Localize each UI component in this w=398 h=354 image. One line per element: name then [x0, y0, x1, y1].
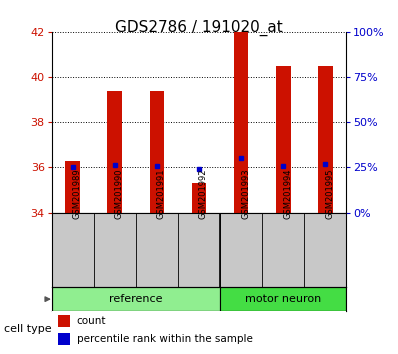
Text: GSM201989: GSM201989 [73, 168, 82, 218]
Bar [65, 161, 80, 213]
Bar [220, 287, 346, 312]
Bar [276, 66, 291, 213]
Text: motor neuron: motor neuron [245, 294, 321, 304]
Text: percentile rank within the sample: percentile rank within the sample [77, 334, 253, 344]
Bar [318, 66, 333, 213]
Text: GSM201995: GSM201995 [325, 168, 334, 218]
Text: count: count [77, 316, 106, 326]
Bar [107, 91, 122, 213]
Bar [58, 315, 70, 327]
Bar [150, 91, 164, 213]
Bar [52, 287, 220, 312]
Text: GSM201994: GSM201994 [283, 168, 292, 218]
Text: cell type: cell type [4, 324, 52, 333]
Text: GDS2786 / 191020_at: GDS2786 / 191020_at [115, 19, 283, 36]
Text: GSM201991: GSM201991 [157, 168, 166, 218]
Text: reference: reference [109, 294, 163, 304]
Bar [192, 183, 206, 213]
Bar [58, 333, 70, 345]
Bar [234, 32, 248, 213]
Text: GSM201992: GSM201992 [199, 168, 208, 218]
Text: GSM201990: GSM201990 [115, 168, 124, 218]
Text: GSM201993: GSM201993 [241, 168, 250, 218]
